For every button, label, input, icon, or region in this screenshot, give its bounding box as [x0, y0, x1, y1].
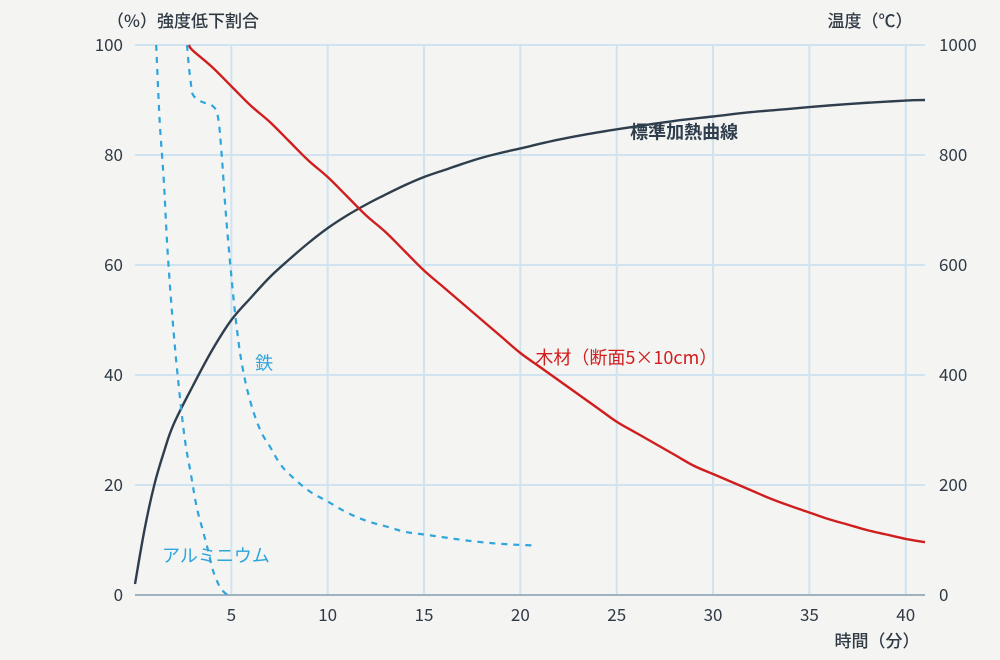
y-right-tick-label: 800 — [939, 141, 967, 166]
strength-temperature-chart: （%）強度低下割合温度（℃）時間（分）020406080100020040060… — [0, 0, 1000, 660]
x-tick-label: 30 — [704, 601, 723, 626]
y-right-axis-title: 温度（℃） — [828, 7, 913, 32]
y-right-tick-label: 400 — [939, 361, 967, 386]
y-left-tick-label: 0 — [114, 581, 123, 606]
y-left-axis-title: （%）強度低下割合 — [107, 7, 259, 32]
label-wood: 木材（断面5×10cm） — [535, 344, 717, 370]
x-tick-label: 40 — [896, 601, 915, 626]
y-left-tick-label: 100 — [95, 31, 123, 56]
x-tick-label: 5 — [227, 601, 236, 626]
x-tick-label: 20 — [511, 601, 530, 626]
y-left-tick-label: 80 — [104, 141, 123, 166]
label-heating: 標準加熱曲線 — [630, 119, 738, 145]
y-right-tick-label: 1000 — [939, 31, 977, 56]
y-right-tick-label: 600 — [939, 251, 967, 276]
label-aluminum: アルミニウム — [162, 542, 270, 568]
label-iron: 鉄 — [255, 350, 273, 376]
y-right-tick-label: 0 — [939, 581, 948, 606]
y-left-tick-label: 40 — [104, 361, 123, 386]
x-axis-title: 時間（分） — [835, 627, 920, 652]
y-right-tick-label: 200 — [939, 471, 967, 496]
y-left-tick-label: 20 — [104, 471, 123, 496]
y-left-tick-label: 60 — [104, 251, 123, 276]
x-tick-label: 10 — [318, 601, 337, 626]
x-tick-label: 25 — [607, 601, 626, 626]
x-tick-label: 15 — [415, 601, 434, 626]
x-tick-label: 35 — [800, 601, 819, 626]
